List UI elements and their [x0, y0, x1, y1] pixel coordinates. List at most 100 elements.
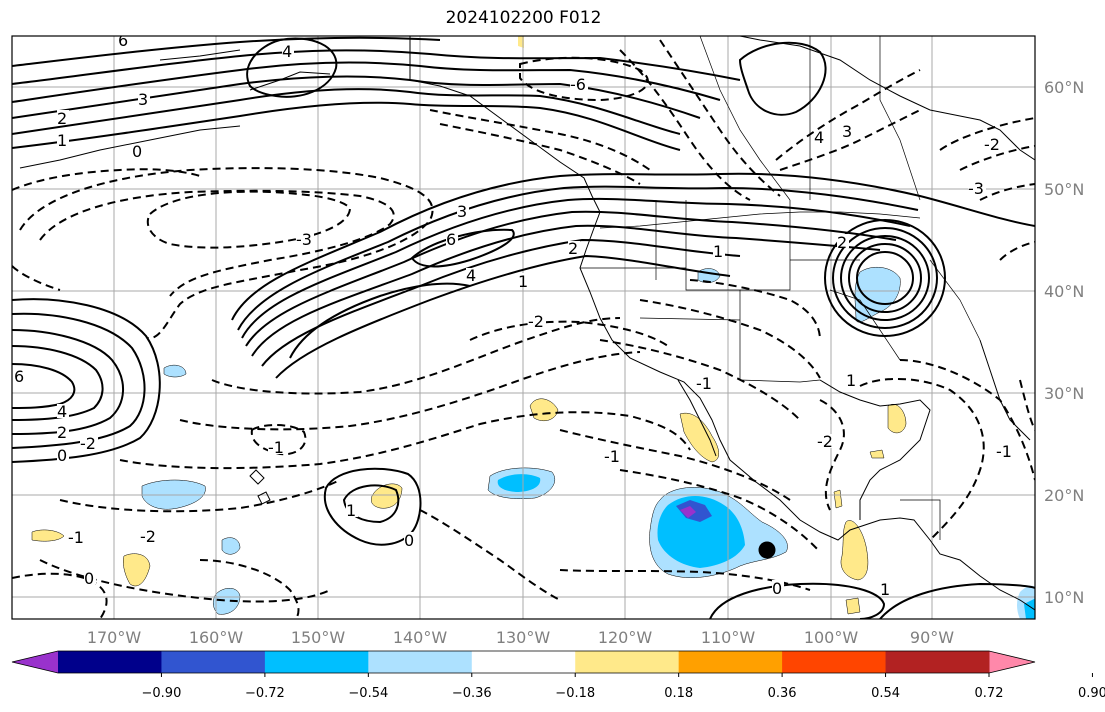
contour-label: 4 [814, 128, 824, 147]
contour-label: 1 [846, 371, 856, 390]
shade-yellow-small-1 [123, 553, 151, 587]
contour-label: -2 [817, 432, 833, 451]
contour-label: 3 [842, 122, 852, 141]
contour-label: 3 [457, 202, 467, 221]
shade-cyan-corner [1024, 598, 1035, 619]
contour-label: 4 [57, 402, 67, 421]
colorbar-tick-label: −0.72 [245, 686, 285, 701]
contour-label: 2 [57, 109, 67, 128]
contour-label: 3 [138, 90, 148, 109]
colorbar-extend-low [12, 651, 58, 673]
contour-label: 6 [446, 230, 456, 249]
contour-label: -3 [968, 179, 984, 198]
shade-blue-rockies [697, 268, 721, 283]
colorbar-segment [471, 651, 576, 673]
lat-label: 40°N [1044, 282, 1084, 301]
contour-label: 0 [84, 569, 94, 588]
contour-label: 6 [118, 31, 128, 50]
contour-label: 0 [772, 579, 782, 598]
contour-label: 4 [466, 266, 476, 285]
shade-cyan-mexico-coast [657, 495, 745, 568]
colorbar-tick-label: 0.36 [768, 686, 797, 701]
contour-label: -3 [296, 230, 312, 249]
contour-lines [12, 36, 1035, 619]
contour-label: -1 [604, 447, 620, 466]
lat-label: 60°N [1044, 78, 1084, 97]
lon-label: 90°W [910, 628, 954, 647]
contour-label: -1 [268, 438, 284, 457]
location-marker [758, 541, 776, 559]
colorbar-tick-label: −0.36 [452, 686, 492, 701]
contour-label: 4 [282, 42, 292, 61]
shade-blue-small-3 [163, 364, 187, 378]
shade-yellow-mid [529, 398, 559, 421]
contour-label: 0 [404, 531, 414, 550]
contour-label: -2 [528, 312, 544, 331]
colorbar-tick-label: 0.90 [1078, 686, 1105, 701]
contour-label-group: 6 4 3 2 1 0 -1 -2 -3 6 4 2 0 -1 -2 1 2 3… [14, 31, 1014, 599]
shade-purple-mexico-coast [680, 506, 696, 518]
lon-label: 140°W [393, 628, 448, 647]
colorbar-segment [161, 651, 266, 673]
colorbar-segment [885, 651, 990, 673]
colorbar-segment [368, 651, 473, 673]
lon-label: 120°W [598, 628, 653, 647]
shade-yellow-mexico-south [840, 520, 869, 581]
colorbar-outline [11, 650, 1036, 674]
lat-label: 30°N [1044, 384, 1084, 403]
contour-label: 1 [880, 580, 890, 599]
colorbar-segment [58, 651, 162, 673]
colorbar-tick-label: 0.18 [664, 686, 693, 701]
contour-label: 6 [14, 367, 24, 386]
lon-label: 130°W [496, 628, 551, 647]
colorbar-tick-label: 0.54 [871, 686, 900, 701]
colorbar: −0.90 −0.72 −0.54 −0.36 −0.18 0.18 0.36 0.54 0.7… [11, 650, 1105, 701]
shade-yellow-baja [679, 412, 719, 463]
contour-label: -1 [996, 442, 1012, 461]
colorbar-segment [678, 651, 783, 673]
latitude-labels: 60°N 50°N 40°N 30°N 20°N 10°N [1044, 78, 1084, 607]
lat-label: 20°N [1044, 486, 1084, 505]
shade-yellow-small-3 [833, 489, 843, 509]
colorbar-segment [782, 651, 887, 673]
lat-label: 50°N [1044, 180, 1084, 199]
colorbar-tick-label: −0.90 [142, 686, 182, 701]
contour-label: -1 [696, 374, 712, 393]
contour-label: 2 [57, 423, 67, 442]
shade-yellow-gulf-2 [869, 449, 885, 459]
lon-label: 100°W [804, 628, 859, 647]
colorbar-tick-label: −0.18 [555, 686, 595, 701]
shade-yellow-gulf [887, 404, 907, 434]
shade-blue-small-1 [221, 537, 241, 555]
contour-label: 1 [518, 272, 528, 291]
contour-label: -6 [570, 75, 586, 94]
contour-label: -1 [68, 528, 84, 547]
contour-label: -2 [140, 527, 156, 546]
contour-label: 2 [568, 239, 578, 258]
shade-cyan-east-pacific [497, 474, 541, 492]
colorbar-segment [264, 651, 369, 673]
contour-label: 1 [713, 242, 723, 261]
contour-label: 0 [57, 446, 67, 465]
shade-yellow-small-2 [31, 529, 65, 542]
lon-label: 170°W [87, 628, 142, 647]
contour-label: 1 [346, 501, 356, 520]
contour-label: 0 [132, 142, 142, 161]
contour-label: 1 [57, 131, 67, 150]
contour-label: 2 [837, 233, 847, 252]
lon-label: 160°W [189, 628, 244, 647]
colorbar-tick-label: 0.72 [975, 686, 1004, 701]
shade-yellow-mexico-south-2 [845, 597, 861, 615]
lat-label: 10°N [1044, 588, 1084, 607]
map-frame [11, 35, 1036, 620]
shade-blue-small-2 [213, 588, 241, 615]
contour-label: -2 [80, 434, 96, 453]
colorbar-extend-high [989, 651, 1035, 673]
shaded-anomalies [31, 36, 1035, 619]
longitude-labels: 170°W 160°W 150°W 140°W 130°W 120°W 110°… [87, 628, 954, 647]
contour-label: -2 [984, 135, 1000, 154]
lon-label: 110°W [701, 628, 756, 647]
map-title: 2024102200 F012 [445, 8, 602, 28]
graticule [12, 36, 1035, 619]
